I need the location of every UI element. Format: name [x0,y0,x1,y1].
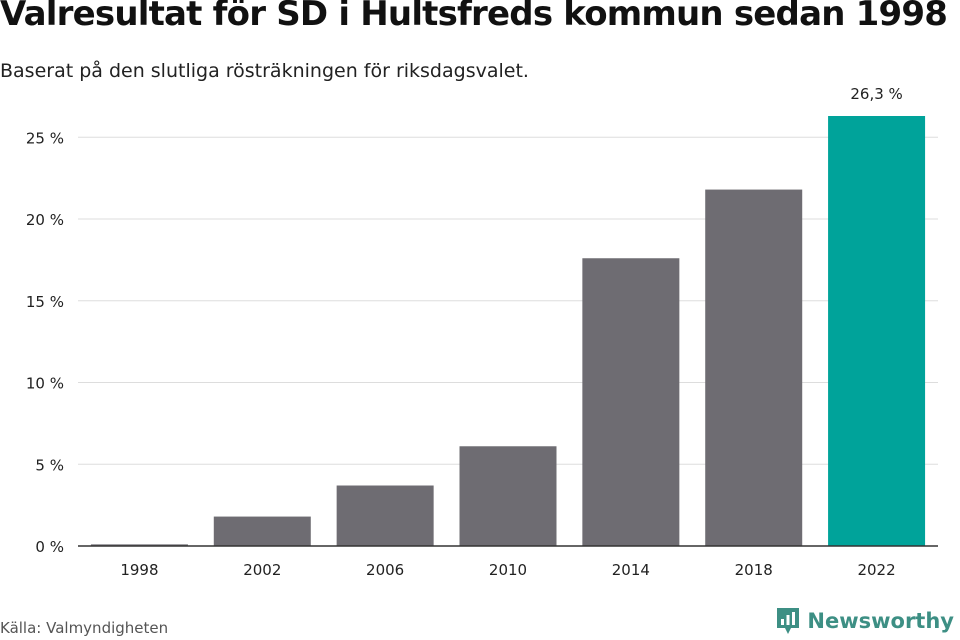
brand-name: Newsworthy [807,609,954,633]
y-tick-label: 10 % [26,375,64,393]
y-tick-label: 20 % [26,211,64,229]
x-tick-label: 2002 [243,561,281,579]
bar [90,544,188,546]
x-tick-label: 1998 [120,561,158,579]
x-tick-label: 2014 [612,561,650,579]
brand-logo: Newsworthy [775,606,954,636]
bar [828,116,926,546]
x-tick-label: 2006 [366,561,404,579]
y-tick-label: 15 % [26,293,64,311]
chart-subtitle: Baserat på den slutliga rösträkningen fö… [0,60,529,82]
chart-title: Valresultat för SD i Hultsfreds kommun s… [0,0,948,34]
data-label: 26,3 % [850,85,902,103]
bar [213,516,311,546]
y-tick-label: 25 % [26,129,64,147]
y-tick-label: 5 % [35,456,64,474]
bar [582,258,680,546]
y-tick-label: 0 % [35,538,64,556]
x-tick-label: 2022 [857,561,895,579]
bar-chart: 0 % 5 % 10 % 15 % 20 % 25 % 1998 2002 2006 2010 20… [26,85,938,579]
source-note: Källa: Valmyndigheten [0,619,169,637]
bar [705,189,803,546]
x-tick-label: 2018 [735,561,773,579]
x-tick-label: 2010 [489,561,527,579]
bar [336,485,434,546]
bar [459,446,557,546]
newsworthy-logo-icon [777,608,800,634]
